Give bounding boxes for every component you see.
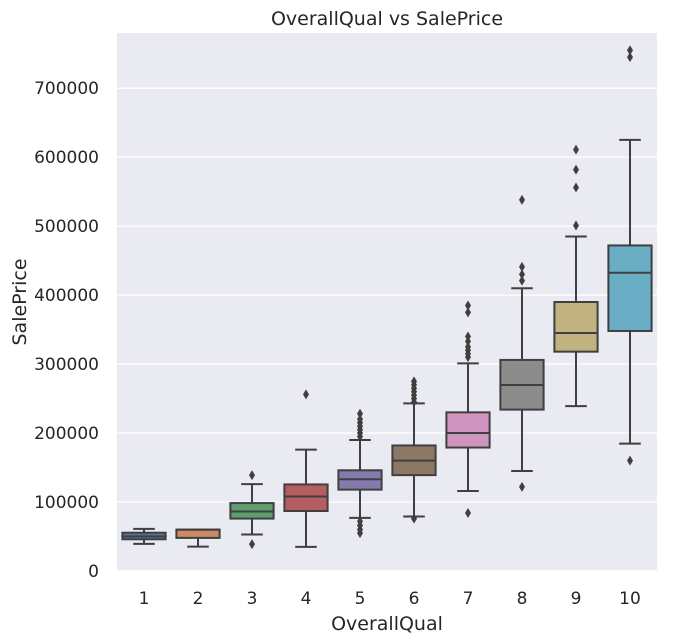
outlier-point [627, 45, 633, 56]
x-tick-label: 5 [355, 589, 366, 609]
box-plots [121, 45, 653, 550]
y-tick-label: 300000 [34, 355, 99, 375]
outlier-point [465, 331, 471, 342]
outlier-point [357, 414, 363, 425]
x-tick-label: 3 [247, 589, 258, 609]
x-axis-ticks: 1 2 3 4 5 6 7 8 9 10 [139, 589, 641, 609]
outlier-point [519, 269, 525, 280]
box-iqr [553, 301, 599, 353]
outlier-point [519, 194, 525, 205]
box-8 [499, 194, 545, 492]
outlier-point [249, 539, 255, 550]
box-iqr [283, 483, 329, 512]
y-tick-label: 100000 [34, 493, 99, 513]
box-1 [121, 527, 167, 545]
x-axis-label: OverallQual [331, 613, 443, 635]
outlier-point [465, 508, 471, 519]
y-tick-label: 200000 [34, 424, 99, 444]
outlier-point [357, 516, 363, 527]
outlier-point [627, 455, 633, 466]
outlier-point [519, 275, 525, 286]
y-tick-label: 400000 [34, 286, 99, 306]
outlier-point [303, 389, 309, 400]
box-4 [283, 389, 329, 548]
outlier-point [573, 144, 579, 155]
x-tick-label: 4 [301, 589, 312, 609]
outlier-point [573, 164, 579, 175]
box-iqr [175, 528, 221, 539]
outlier-point [411, 513, 417, 524]
outlier-point [465, 307, 471, 318]
y-tick-label: 500000 [34, 217, 99, 237]
outlier-point [411, 376, 417, 387]
x-tick-label: 8 [517, 589, 528, 609]
x-tick-label: 10 [619, 589, 641, 609]
box-10 [607, 45, 653, 466]
outlier-point [249, 470, 255, 481]
outlier-point [465, 341, 471, 352]
outlier-point [573, 182, 579, 193]
chart-title: OverallQual vs SalePrice [271, 8, 503, 30]
box-5 [337, 408, 383, 539]
box-iqr [607, 244, 653, 332]
x-tick-label: 7 [463, 589, 474, 609]
x-tick-label: 2 [193, 589, 204, 609]
outlier-point [519, 261, 525, 272]
x-tick-label: 1 [139, 589, 150, 609]
x-tick-label: 6 [409, 589, 420, 609]
outlier-point [519, 481, 525, 492]
outlier-point [627, 52, 633, 63]
y-tick-label: 700000 [34, 79, 99, 99]
box-2 [175, 528, 221, 548]
box-6 [391, 376, 437, 524]
y-axis-ticks: 0 100000 200000 300000 400000 500000 600000 700… [34, 79, 99, 582]
y-axis-label: SalePrice [9, 258, 31, 345]
box-3 [229, 470, 275, 550]
y-tick-label: 0 [88, 562, 99, 582]
x-tick-label: 9 [571, 589, 582, 609]
box-9 [553, 144, 599, 408]
outlier-point [573, 220, 579, 231]
y-tick-label: 600000 [34, 148, 99, 168]
outlier-point [465, 300, 471, 311]
box-iqr [445, 411, 491, 449]
grid-lines [117, 87, 657, 572]
box-7 [445, 300, 491, 519]
outlier-point [357, 408, 363, 419]
